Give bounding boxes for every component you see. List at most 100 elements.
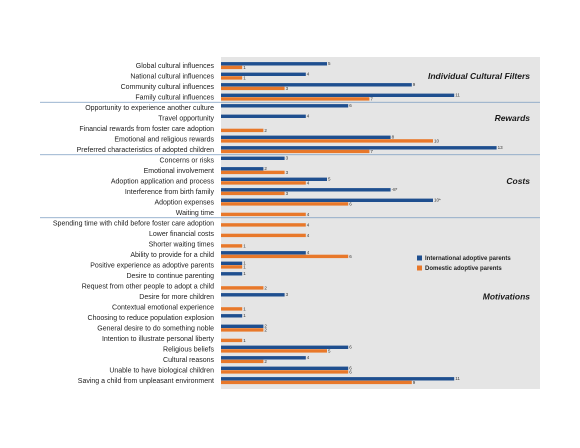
international-value-saving-a-child-from-unpleasant-environment: 11 [455, 376, 460, 381]
international-value-interference-from-birth-family: -8* [392, 187, 398, 192]
international-value-adoption-expenses: 10* [434, 197, 441, 202]
domestic-bar-contextual-emotional-experience [221, 307, 243, 311]
domestic-bar-shorter-waiting-times [221, 244, 243, 248]
domestic-bar-financial-rewards-from-foster-care-adoption [221, 128, 264, 133]
section-title-motivations: Motivations [483, 292, 530, 302]
category-label-global-cultural-influences: Global cultural influences [136, 63, 215, 70]
domestic-bar-adoption-application-and-process [221, 181, 306, 185]
international-value-religious-beliefs: 6 [349, 344, 352, 349]
international-value-ability-to-provide-for-a-child: 4 [307, 250, 310, 255]
category-label-shorter-waiting-times: Shorter waiting times [149, 241, 215, 248]
category-label-contextual-emotional-experience: Contextual emotional experience [112, 304, 214, 311]
domestic-value-community-cultural-influences: 3 [286, 86, 289, 91]
domestic-bar-positive-experience-as-adoptive-parents [221, 265, 243, 269]
domestic-bar-interference-from-birth-family [221, 191, 285, 196]
domestic-bar-ability-to-provide-for-a-child [221, 254, 349, 259]
domestic-value-preferred-characteristics-of-adopted-children: 7 [370, 149, 373, 154]
domestic-value-intention-to-illustrate-personal-liberty: 1 [243, 338, 246, 343]
category-label-adoption-expenses: Adoption expenses [154, 199, 214, 206]
domestic-bar-religious-beliefs [221, 349, 327, 353]
domestic-value-waiting-time: 4 [307, 212, 310, 217]
international-value-opportunity-to-experience-another-culture: 6 [349, 103, 352, 108]
category-label-desire-to-continue-parenting: Desire to continue parenting [126, 273, 214, 280]
category-label-emotional-and-religious-rewards: Emotional and religious rewards [114, 136, 214, 143]
category-label-general-desire-to-do-something-noble: General desire to do something noble [97, 325, 214, 332]
domestic-value-family-cultural-influences: 7 [370, 96, 373, 101]
domestic-value-emotional-involvement: 3 [286, 170, 289, 175]
domestic-bar-request-from-other-people-to-adopt-a-child [221, 286, 264, 290]
domestic-value-lower-financial-costs: 4 [307, 233, 310, 238]
section-title-costs: Costs [506, 176, 530, 186]
domestic-bar-unable-to-have-biological-children [221, 370, 349, 374]
international-bar-emotional-involvement [221, 167, 264, 171]
international-bar-adoption-application-and-process [221, 177, 327, 181]
international-bar-opportunity-to-experience-another-culture [221, 104, 349, 108]
domestic-value-request-from-other-people-to-adopt-a-child: 2 [264, 285, 267, 290]
domestic-value-positive-experience-as-adoptive-parents: 1 [243, 264, 246, 269]
domestic-value-religious-beliefs: 5 [328, 348, 331, 353]
section-title-individual-cultural-filters: Individual Cultural Filters [428, 71, 530, 81]
domestic-value-adoption-application-and-process: 4 [307, 180, 310, 185]
international-bar-national-cultural-influences [221, 72, 306, 76]
category-label-preferred-characteristics-of-adopted-children: Preferred characteristics of adopted chi… [77, 147, 214, 154]
category-label-intention-to-illustrate-personal-liberty: Intention to illustrate personal liberty [102, 336, 215, 343]
category-label-opportunity-to-experience-another-culture: Opportunity to experience another cultur… [85, 105, 214, 112]
category-label-unable-to-have-biological-children: Unable to have biological children [109, 367, 214, 374]
category-label-adoption-application-and-process: Adoption application and process [111, 178, 215, 185]
category-label-request-from-other-people-to-adopt-a-child: Request from other people to adopt a chi… [82, 283, 214, 290]
domestic-value-general-desire-to-do-something-noble: 2 [264, 327, 267, 332]
category-label-positive-experience-as-adoptive-parents: Positive experience as adoptive parents [90, 262, 214, 269]
domestic-value-cultural-reasons: 2 [264, 359, 267, 364]
domestic-value-national-cultural-influences: 1 [243, 75, 246, 80]
international-bar-general-desire-to-do-something-noble [221, 324, 264, 328]
category-label-choosing-to-reduce-population-explosion: Choosing to reduce population explosion [88, 315, 215, 322]
international-bar-adoption-expenses [221, 198, 433, 202]
international-bar-family-cultural-influences [221, 93, 455, 97]
domestic-value-financial-rewards-from-foster-care-adoption: 2 [264, 128, 267, 133]
international-bar-religious-beliefs [221, 345, 349, 349]
domestic-bar-cultural-reasons [221, 359, 264, 364]
domestic-value-adoption-expenses: 6 [349, 201, 352, 206]
category-label-lower-financial-costs: Lower financial costs [149, 231, 214, 238]
international-value-unable-to-have-biological-children: 6 [349, 365, 352, 370]
international-value-concerns-or-risks: 3 [286, 155, 289, 160]
domestic-bar-global-cultural-influences [221, 65, 243, 70]
domestic-bar-emotional-and-religious-rewards [221, 139, 433, 143]
international-bar-unable-to-have-biological-children [221, 366, 349, 370]
international-bar-preferred-characteristics-of-adopted-children [221, 146, 497, 150]
legend-swatch-international-adoptive-parents [417, 255, 422, 261]
domestic-bar-community-cultural-influences [221, 86, 285, 91]
domestic-bar-preferred-characteristics-of-adopted-children [221, 149, 370, 154]
international-bar-emotional-and-religious-rewards [221, 135, 391, 139]
domestic-value-saving-a-child-from-unpleasant-environment: 9 [413, 380, 416, 385]
international-bar-concerns-or-risks [221, 156, 285, 160]
international-value-desire-to-continue-parenting: 1 [243, 271, 246, 276]
international-bar-desire-to-continue-parenting [221, 272, 243, 276]
category-label-emotional-involvement: Emotional involvement [144, 168, 214, 175]
category-label-cultural-reasons: Cultural reasons [163, 357, 214, 364]
domestic-value-contextual-emotional-experience: 1 [243, 306, 246, 311]
domestic-value-interference-from-birth-family: 3 [286, 191, 289, 196]
international-bar-interference-from-birth-family [221, 188, 391, 192]
domestic-bar-general-desire-to-do-something-noble [221, 328, 264, 332]
category-label-religious-beliefs: Religious beliefs [163, 346, 214, 353]
domestic-bar-emotional-involvement [221, 170, 285, 175]
domestic-value-unable-to-have-biological-children: 6 [349, 369, 352, 374]
international-bar-cultural-reasons [221, 356, 306, 360]
legend-swatch-domestic-adoptive-parents [417, 265, 422, 271]
domestic-value-shorter-waiting-times: 1 [243, 243, 246, 248]
category-label-saving-a-child-from-unpleasant-environment: Saving a child from unpleasant environme… [78, 378, 214, 385]
international-value-adoption-application-and-process: 5 [328, 176, 331, 181]
international-value-travel-opportunity: 4 [307, 113, 310, 118]
section-title-rewards: Rewards [495, 113, 531, 123]
international-value-preferred-characteristics-of-adopted-children: 13 [498, 145, 504, 150]
category-label-interference-from-birth-family: Interference from birth family [125, 189, 215, 196]
domestic-value-ability-to-provide-for-a-child: 6 [349, 254, 352, 259]
international-value-emotional-involvement: 2 [264, 166, 267, 171]
domestic-value-emotional-and-religious-rewards: 10 [434, 138, 440, 143]
domestic-bar-saving-a-child-from-unpleasant-environment [221, 380, 412, 385]
legend-label-international-adoptive-parents: International adoptive parents [425, 256, 511, 262]
international-bar-ability-to-provide-for-a-child [221, 251, 306, 255]
chart-panel [221, 57, 540, 389]
